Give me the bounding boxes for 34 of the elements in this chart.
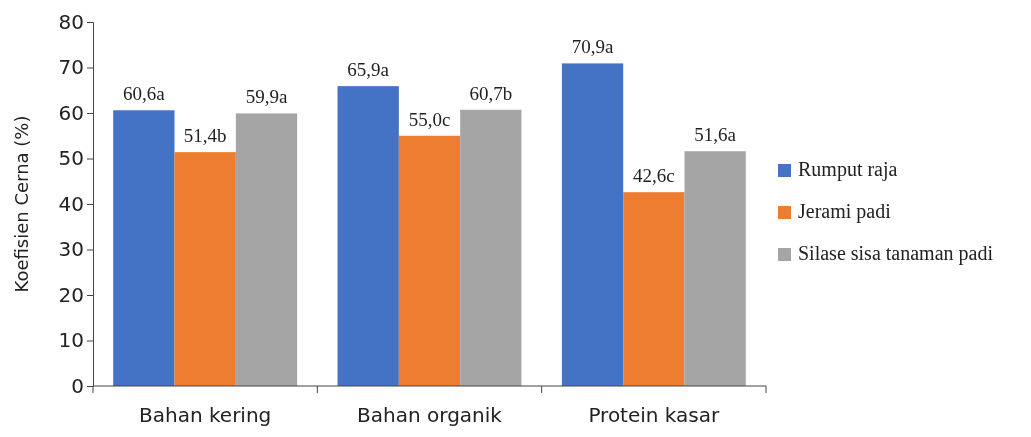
bar [174, 152, 236, 386]
x-tick-label: Bahan kering [139, 403, 272, 427]
bar [623, 192, 685, 386]
data-label: 42,6c [632, 165, 675, 187]
y-tick-label: 0 [71, 373, 84, 398]
data-label: 70,9a [571, 36, 614, 58]
y-tick-label: 10 [58, 328, 84, 353]
y-axis-title: Koefisien Cerna (%) [11, 115, 32, 293]
legend-label: Rumput raja [798, 158, 898, 181]
bar [113, 110, 175, 386]
y-tick-label: 20 [58, 282, 84, 307]
legend-label: Silase sisa tanaman padi [798, 242, 994, 265]
data-label: 60,6a [123, 83, 166, 105]
data-label: 55,0c [408, 108, 451, 130]
y-tick-label: 80 [58, 9, 84, 34]
y-tick-label: 30 [58, 237, 84, 262]
y-tick-label: 70 [58, 55, 84, 80]
legend-label: Jerami padi [798, 200, 892, 223]
bar [561, 63, 624, 386]
data-label: 51,4b [183, 125, 227, 147]
bar [684, 151, 746, 386]
y-tick-label: 40 [58, 191, 84, 216]
data-label: 51,6a [694, 124, 737, 146]
bar [398, 135, 461, 386]
y-tick-label: 60 [58, 100, 84, 125]
bar [235, 113, 298, 386]
x-tick-label: Protein kasar [588, 403, 721, 427]
data-label: 60,7b [469, 82, 513, 104]
bar [337, 86, 399, 386]
x-tick-label: Bahan organik [357, 403, 503, 427]
data-label: 65,9a [347, 59, 390, 81]
y-tick-label: 50 [58, 146, 84, 171]
bar [460, 109, 522, 386]
data-label: 59,9a [245, 86, 288, 108]
